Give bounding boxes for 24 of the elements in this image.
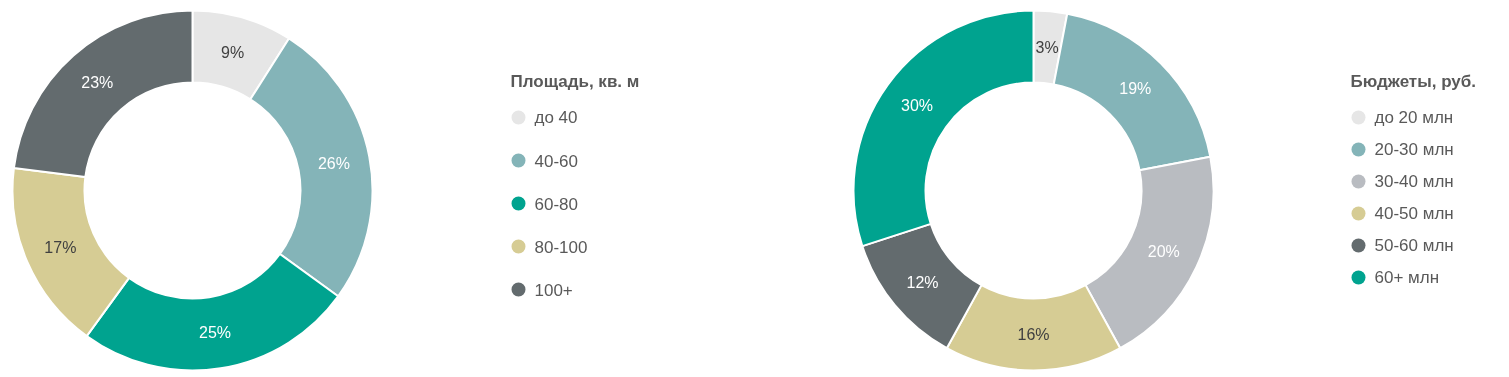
legend-label: 20-30 млн xyxy=(1374,140,1454,159)
data-label: 9% xyxy=(221,43,245,61)
legend-label: 60+ млн xyxy=(1374,268,1440,287)
data-label: 26% xyxy=(317,155,350,173)
legend-title: Бюджеты, руб. xyxy=(1350,72,1476,91)
data-label: 19% xyxy=(1119,80,1152,98)
data-label: 17% xyxy=(44,239,77,257)
legend-title: Площадь, кв. м xyxy=(510,72,640,91)
data-label: 12% xyxy=(906,273,939,291)
data-label: 23% xyxy=(81,73,114,91)
legend-label: до 20 млн xyxy=(1374,108,1454,127)
legend-label: 50-60 млн xyxy=(1374,236,1454,255)
legend-label: 100+ xyxy=(534,280,573,300)
legend-label: 40-50 млн xyxy=(1374,204,1454,223)
legend-label: до 40 xyxy=(534,108,578,127)
data-label: 16% xyxy=(1017,326,1050,343)
data-label: 30% xyxy=(900,97,934,115)
legend-label: 30-40 млн xyxy=(1374,172,1454,191)
data-label: 20% xyxy=(1147,243,1180,261)
legend-label: 80-100 xyxy=(534,237,588,257)
data-label: 3% xyxy=(1035,38,1059,56)
data-label: 25% xyxy=(199,324,232,342)
legend-label: 40-60 xyxy=(534,151,578,171)
legend-label: 60-80 xyxy=(534,194,578,214)
